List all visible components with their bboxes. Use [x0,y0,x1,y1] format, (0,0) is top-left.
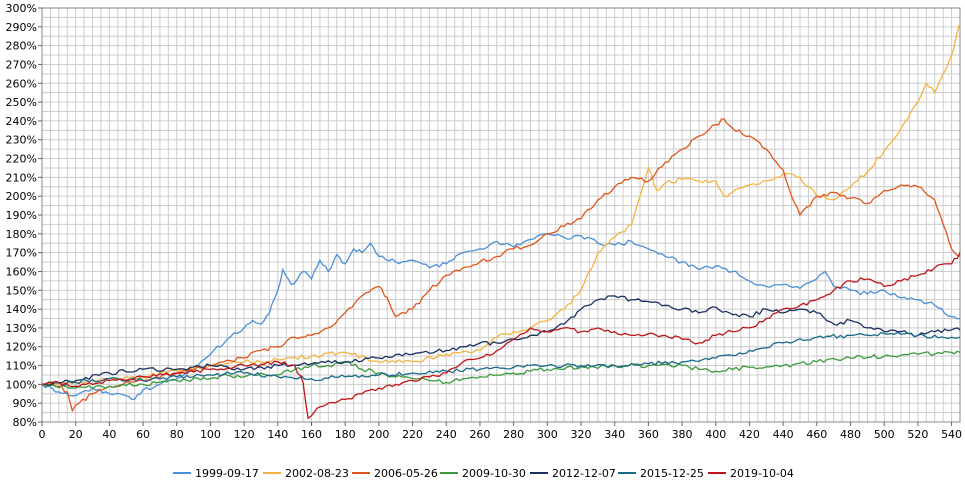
x-tick-label: 200 [368,428,389,441]
y-tick-label: 80% [13,416,37,429]
x-tick-label: 520 [907,428,928,441]
x-tick-label: 0 [39,428,46,441]
y-tick-label: 270% [6,58,37,71]
x-tick-label: 240 [436,428,457,441]
x-tick-label: 220 [402,428,423,441]
x-tick-label: 160 [301,428,322,441]
x-tick-label: 120 [234,428,255,441]
legend-label: 2015-12-25 [640,467,704,480]
legend: 1999-09-17 2002-08-23 2006-05-26 2009-10-30… [173,467,794,480]
y-tick-label: 180% [6,228,37,241]
y-tick-label: 240% [6,115,37,128]
series-line-2012-12-07 [42,295,961,386]
y-axis: 80% 90% 100% 110% 120% 130% 140% 150% 160% 170% 18… [6,2,42,429]
legend-label: 2002-08-23 [285,467,349,480]
y-tick-label: 250% [6,96,37,109]
y-tick-label: 170% [6,247,37,260]
x-tick-label: 20 [69,428,83,441]
y-tick-label: 210% [6,171,37,184]
series-lines [41,22,961,420]
x-tick-label: 380 [672,428,693,441]
x-tick-label: 540 [941,428,962,441]
y-tick-label: 260% [6,77,37,90]
x-tick-label: 260 [469,428,490,441]
series-line-2009-10-30 [41,350,961,390]
x-tick-label: 80 [170,428,184,441]
y-tick-label: 110% [6,360,37,373]
y-tick-label: 280% [6,40,37,53]
x-tick-label: 100 [200,428,221,441]
y-tick-label: 160% [6,265,37,278]
series-line-2006-05-26 [41,118,961,413]
y-tick-label: 290% [6,21,37,34]
legend-label: 2009-10-30 [462,467,526,480]
x-tick-label: 400 [705,428,726,441]
y-tick-label: 130% [6,322,37,335]
x-tick-label: 460 [806,428,827,441]
x-tick-label: 500 [874,428,895,441]
y-tick-label: 120% [6,341,37,354]
grid-lines [41,7,961,423]
x-axis: 0 20 40 60 80 100 120 140 160 180 200 220 240 260 280 3… [39,422,962,441]
legend-label: 2019-10-04 [730,467,794,480]
series-line-2015-12-25 [41,331,961,386]
x-tick-label: 40 [102,428,116,441]
y-tick-label: 90% [13,397,37,410]
x-tick-label: 300 [537,428,558,441]
x-tick-label: 320 [571,428,592,441]
y-tick-label: 220% [6,153,37,166]
y-tick-label: 200% [6,190,37,203]
y-tick-label: 300% [6,2,37,15]
x-tick-label: 340 [604,428,625,441]
x-tick-label: 420 [739,428,760,441]
x-tick-label: 140 [267,428,288,441]
x-tick-label: 440 [773,428,794,441]
legend-label: 2012-12-07 [552,467,616,480]
x-tick-label: 480 [840,428,861,441]
y-tick-label: 150% [6,284,37,297]
y-tick-label: 190% [6,209,37,222]
series-line-2002-08-23 [41,22,961,387]
legend-label: 1999-09-17 [195,467,259,480]
x-tick-label: 280 [503,428,524,441]
y-tick-label: 100% [6,378,37,391]
legend-label: 2006-05-26 [374,467,438,480]
x-tick-label: 180 [335,428,356,441]
x-tick-label: 360 [638,428,659,441]
y-tick-label: 230% [6,134,37,147]
y-tick-label: 140% [6,303,37,316]
series-line-2019-10-04 [41,252,961,420]
x-tick-label: 60 [136,428,150,441]
